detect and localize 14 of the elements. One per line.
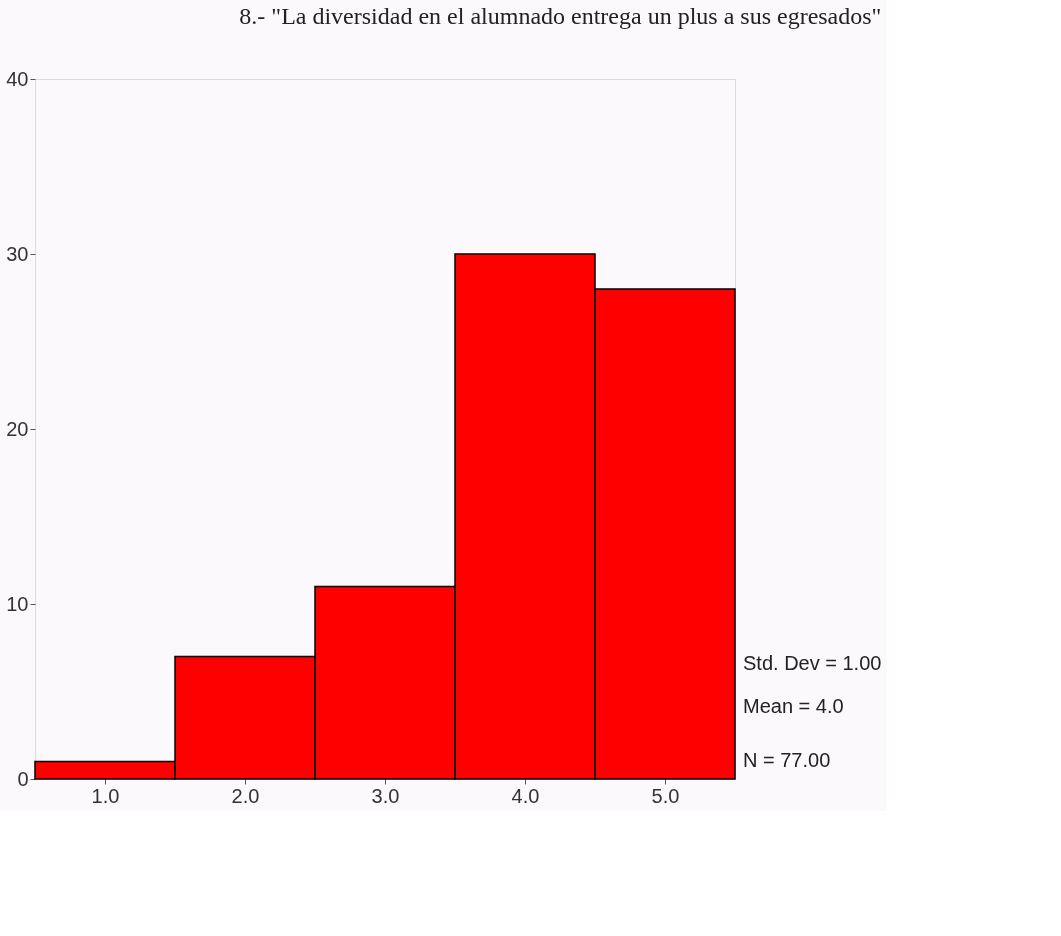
x-tick-label: 3.0	[371, 784, 400, 807]
y-tick-label: 20	[6, 417, 29, 440]
x-tick-label: 2.0	[231, 784, 260, 807]
x-tick-label: 5.0	[651, 784, 680, 807]
y-tick-label: 0	[17, 767, 29, 790]
y-tick-label: 40	[6, 67, 29, 90]
y-tick-label: 10	[6, 592, 29, 615]
chart-title: 8.- "La diversidad en el alumnado entrega un plus a sus egresados"	[239, 3, 882, 29]
y-tick-label: 30	[6, 242, 29, 265]
x-tick-label: 1.0	[91, 784, 120, 807]
x-tick-label: 4.0	[511, 784, 540, 807]
text: N = 77.00	[743, 749, 831, 771]
text: Mean = 4.0	[743, 695, 844, 717]
text: Std. Dev = 1.00	[743, 652, 882, 674]
